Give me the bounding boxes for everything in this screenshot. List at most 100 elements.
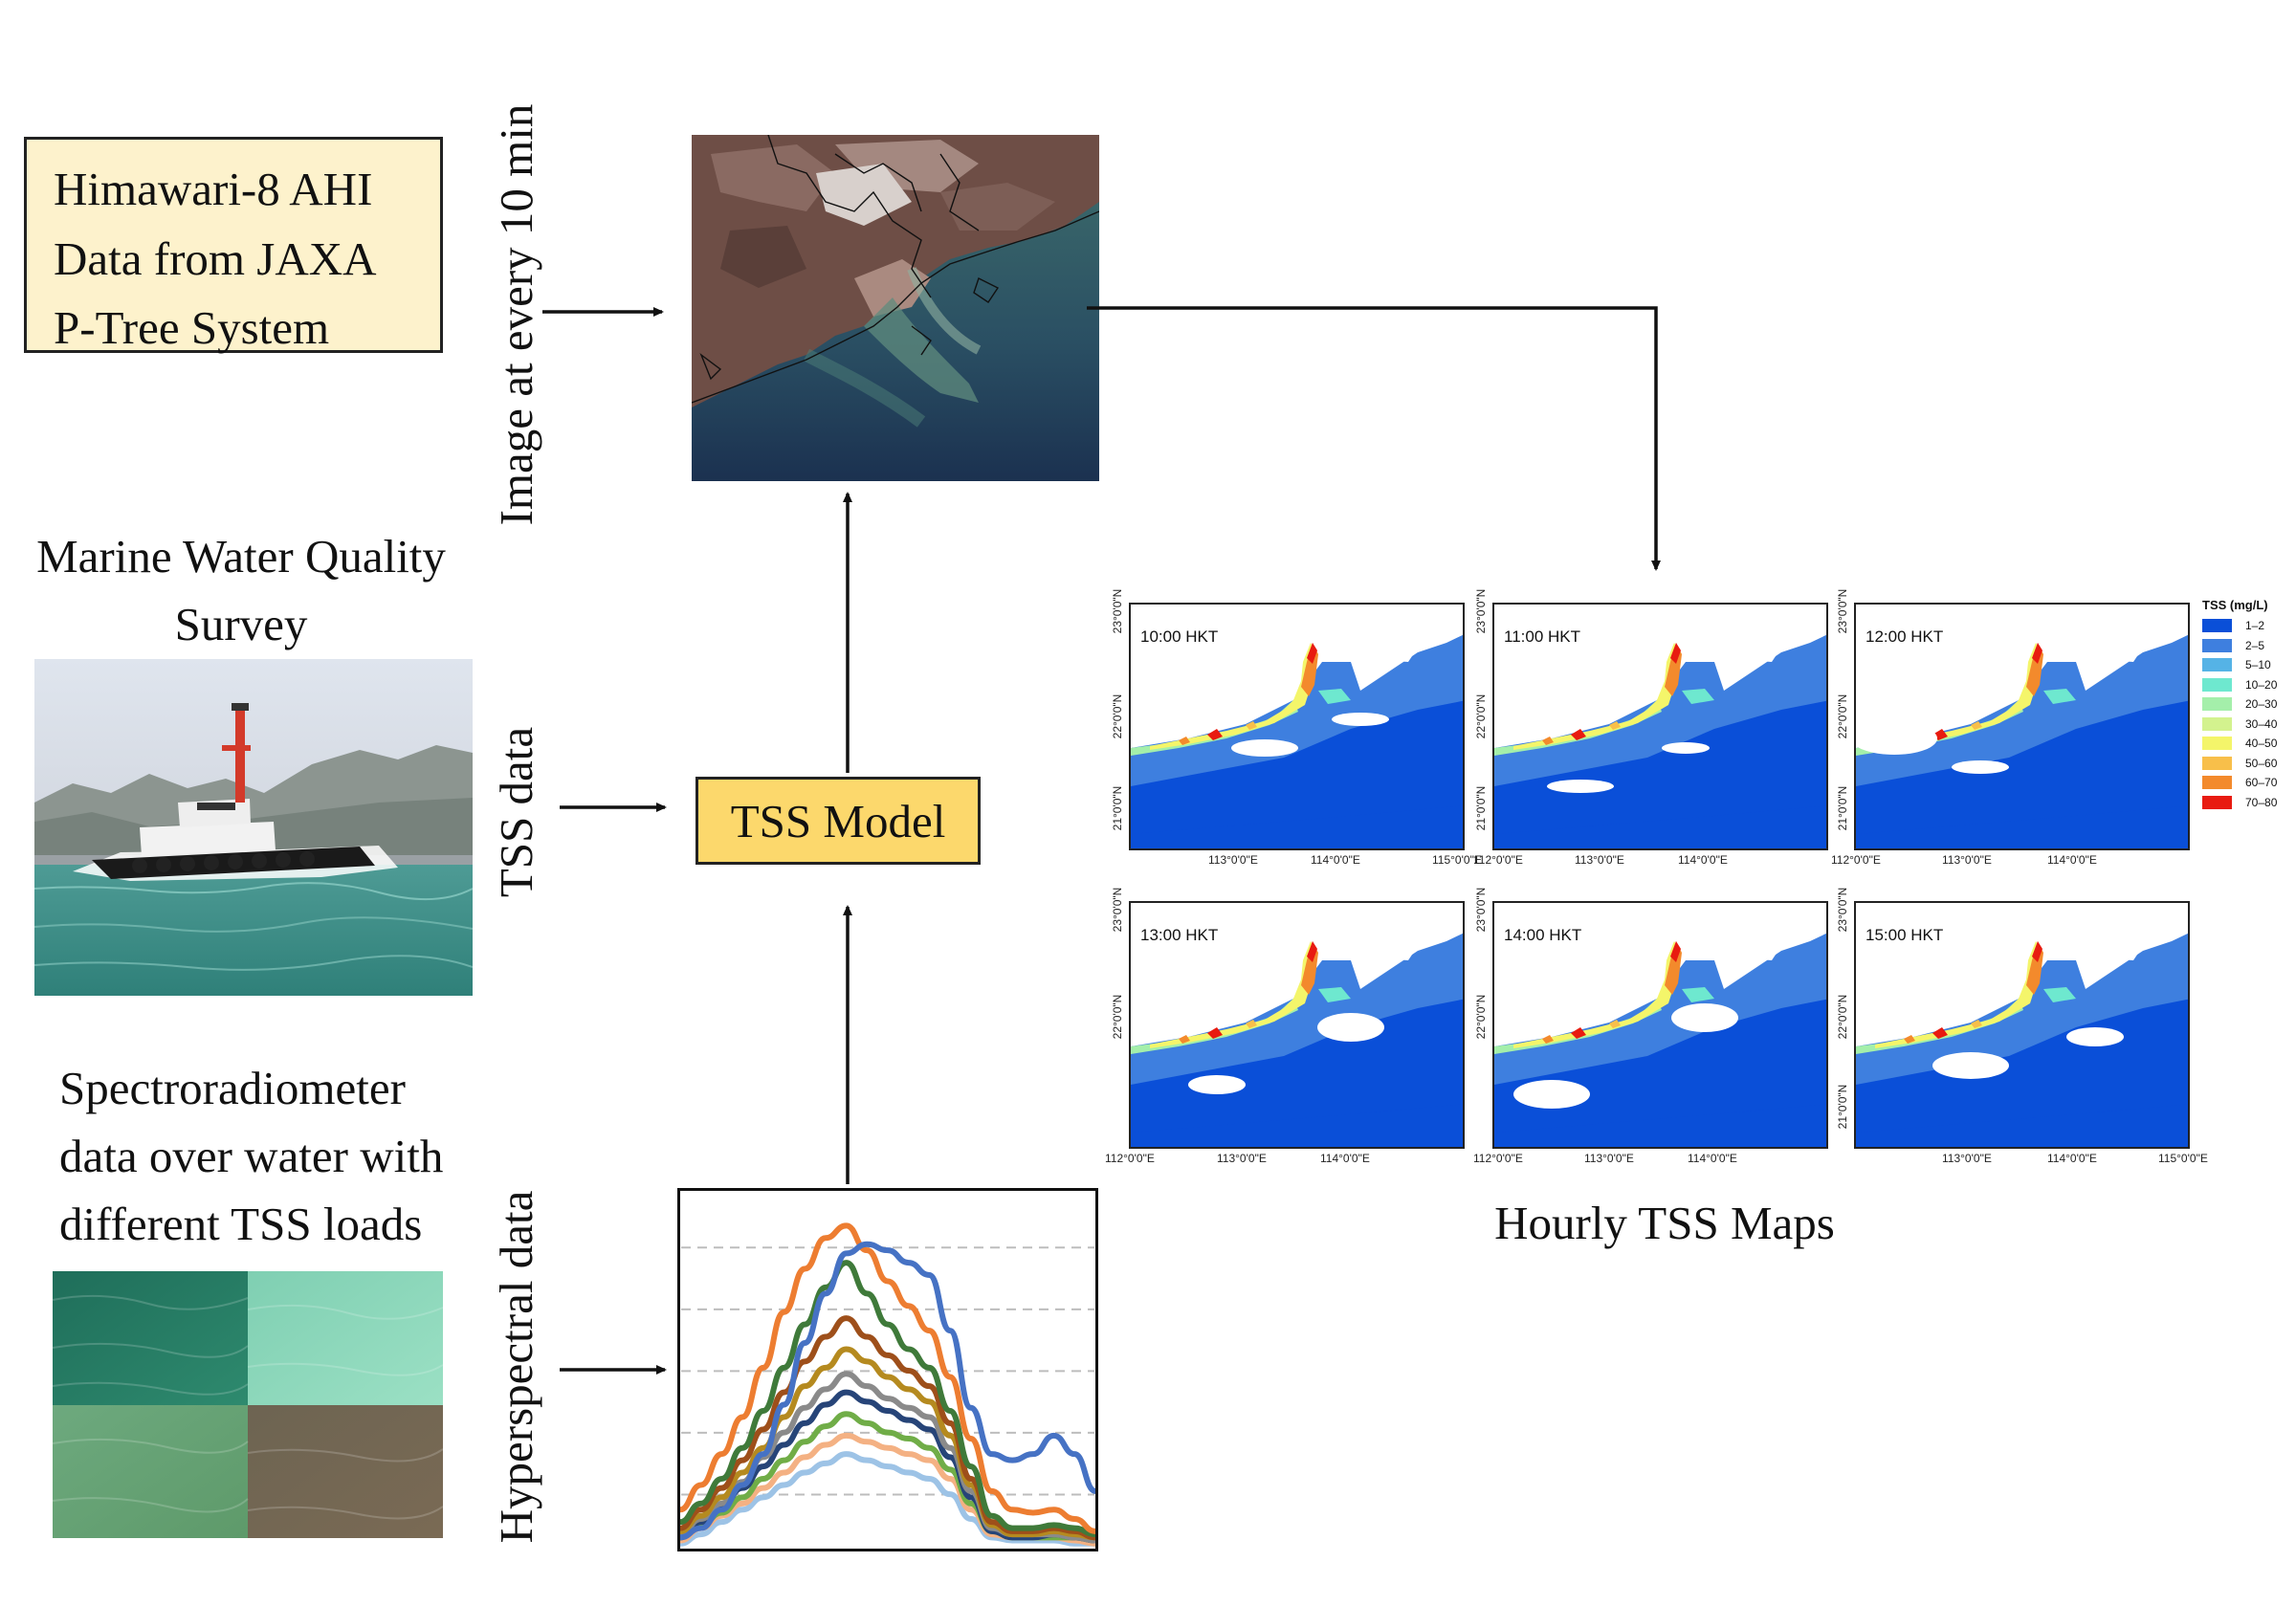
legend-item: 1–2 <box>2202 616 2277 636</box>
survey-title-line-2: Survey <box>174 598 308 651</box>
tss-map-panel: 14:00 HKT <box>1492 901 1828 1149</box>
legend-swatch <box>2202 619 2232 633</box>
spectrum-series-line <box>679 1451 1095 1547</box>
lon-tick: 112°0'0"E <box>1105 1152 1155 1165</box>
coast-hotspot <box>1207 729 1223 740</box>
land-area <box>1370 633 1418 662</box>
legend-label: 5–10 <box>2245 658 2271 672</box>
survey-boat-photo <box>34 659 473 996</box>
lon-tick: 112°0'0"E <box>1831 853 1881 867</box>
legend-items: 1–2 2–5 5–10 10–20 20–30 30–40 40–50 50–60 60–70… <box>2202 616 2277 812</box>
spectrum-series-line <box>679 1260 1096 1538</box>
lat-tick: 23°0'0"N <box>1474 887 1488 933</box>
estuary-peak <box>1307 643 1317 664</box>
legend-label: 40–50 <box>2245 737 2278 751</box>
chart-series <box>679 1222 1097 1547</box>
cloud-gap <box>1932 1052 2009 1079</box>
land-area <box>2095 633 2143 662</box>
coastal-band <box>1318 689 1351 704</box>
lon-tick: 114°0'0"E <box>2047 853 2097 867</box>
lat-tick: 23°0'0"N <box>1836 588 1849 634</box>
legend-label: 1–2 <box>2245 619 2265 633</box>
map-time-label: 13:00 HKT <box>1140 926 1219 944</box>
lat-tick: 22°0'0"N <box>1111 693 1124 739</box>
coast-hotspot <box>1609 721 1621 730</box>
coast-hotspot <box>1246 721 1257 730</box>
tss-legend: TSS (mg/L) 1–2 2–5 5–10 10–20 20–30 30–40 40–5… <box>2202 598 2277 812</box>
cloud-gap <box>2066 1027 2124 1046</box>
map-time-label: 14:00 HKT <box>1504 926 1582 944</box>
legend-label: 10–20 <box>2245 677 2278 692</box>
tss-model-box: TSS Model <box>695 777 981 865</box>
lon-tick: 113°0'0"E <box>1575 853 1624 867</box>
legend-item: 5–10 <box>2202 655 2277 675</box>
lon-tick: 114°0'0"E <box>1688 1152 1737 1165</box>
lat-tick: 22°0'0"N <box>1474 994 1488 1040</box>
coastal-band <box>1318 987 1351 1002</box>
legend-swatch <box>2202 677 2232 692</box>
tss-map-panel: 13:00 HKT <box>1129 901 1465 1149</box>
sea-water-offshore <box>1131 805 1463 848</box>
spectrum-series-line <box>679 1315 1096 1541</box>
sea-water-clear <box>1131 999 1463 1147</box>
legend-label: 60–70 <box>2245 776 2278 790</box>
lat-tick: 23°0'0"N <box>1836 887 1849 933</box>
legend-item: 20–30 <box>2202 694 2277 715</box>
legend-swatch <box>2202 638 2232 652</box>
lon-tick: 115°0'0"E <box>1432 853 1482 867</box>
land-area <box>1733 932 1781 960</box>
estuary-peak <box>2032 643 2042 664</box>
cloud-gap <box>1856 722 1937 755</box>
coast-hotspot <box>1571 729 1586 740</box>
cloud-gap <box>1317 1013 1384 1042</box>
coastal-band <box>1131 999 1298 1054</box>
lat-tick: 23°0'0"N <box>1474 588 1488 634</box>
lat-tick: 21°0'0"N <box>1111 785 1124 831</box>
lon-tick: 113°0'0"E <box>1942 1152 1992 1165</box>
sea-water-offshore <box>1856 1104 2188 1147</box>
coastal-band <box>1856 999 2023 1054</box>
tss-map-panel: 10:00 HKT <box>1129 603 1465 850</box>
lon-tick: 113°0'0"E <box>1942 853 1992 867</box>
lat-tick: 23°0'0"N <box>1111 588 1124 634</box>
legend-label: 20–30 <box>2245 697 2278 712</box>
coast-hotspot <box>1542 737 1554 745</box>
estuary-peak <box>1670 643 1681 664</box>
coastal-band <box>2043 987 2076 1002</box>
coast-hotspot <box>1971 1020 1982 1028</box>
hourly-maps-caption: Hourly TSS Maps <box>1494 1197 1835 1249</box>
lat-tick: 22°0'0"N <box>1111 994 1124 1040</box>
lat-tick: 21°0'0"N <box>1836 1084 1849 1130</box>
coastal-band <box>1682 987 1714 1002</box>
cloud-gap <box>1671 1003 1738 1032</box>
survey-title: Marine Water Quality Survey <box>21 522 461 658</box>
spectro-title-line-1: Spectroradiometer <box>59 1062 406 1114</box>
cloud-gap <box>1952 760 2009 774</box>
coastal-band <box>1494 999 1662 1054</box>
legend-item: 2–5 <box>2202 636 2277 656</box>
data-source-box: Himawari-8 AHI Data from JAXA P-Tree Sys… <box>24 137 443 354</box>
cloud-gap <box>1513 1080 1590 1109</box>
spectrum-series-line <box>679 1222 1096 1534</box>
map-time-label: 11:00 HKT <box>1504 627 1581 646</box>
cloud-gap <box>1662 742 1710 754</box>
lat-tick: 21°0'0"N <box>1474 785 1488 831</box>
cloud-gap <box>1231 739 1298 757</box>
legend-item: 30–40 <box>2202 715 2277 735</box>
legend-item: 70–80 <box>2202 793 2277 813</box>
legend-swatch <box>2202 756 2232 770</box>
coastal-band <box>2043 689 2076 704</box>
lat-tick: 23°0'0"N <box>1111 887 1124 933</box>
land-area <box>2095 932 2143 960</box>
coast-hotspot <box>1932 1027 1948 1039</box>
coast-hotspot <box>1246 1020 1257 1028</box>
legend-label: 2–5 <box>2245 638 2265 652</box>
coast-hotspot <box>1571 1027 1586 1039</box>
sea-water-offshore <box>1494 805 1826 848</box>
coast-hotspot <box>1179 1035 1190 1044</box>
legend-item: 60–70 <box>2202 773 2277 793</box>
coastal-band <box>1494 700 1662 756</box>
coast-hotspot <box>1609 1020 1621 1028</box>
lon-tick: 114°0'0"E <box>1311 853 1360 867</box>
